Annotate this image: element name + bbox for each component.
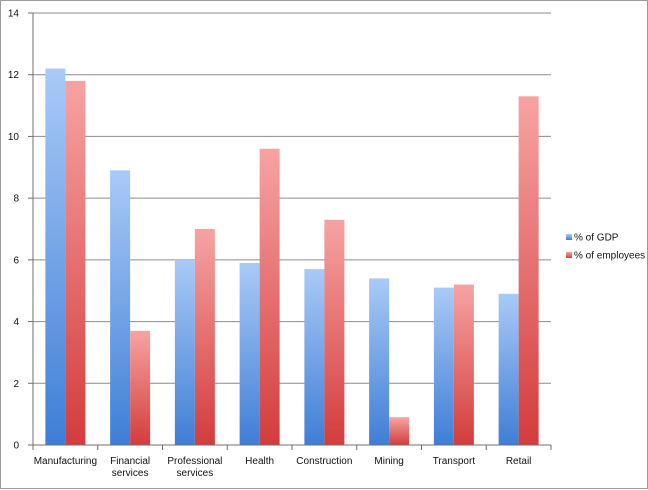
x-category-label: Manufacturing [34,456,97,467]
bar--of-gdp-construction [304,269,325,445]
x-category-label: Financial services [110,456,150,479]
x-category-label: Mining [374,456,403,467]
y-tick-label: 0 [13,441,19,452]
bar--of-gdp-health [239,262,260,445]
x-category-label: Transport [433,456,476,467]
x-category-label: Health [245,456,274,467]
bar--of-employees-professional-services [194,229,215,445]
bar--of-employees-transport [453,284,474,445]
axes [28,12,552,450]
bar--of-employees-financial-services [130,330,151,445]
y-tick-label: 2 [13,379,19,390]
bar--of-employees-manufacturing [65,80,86,445]
bar--of-gdp-professional-services [174,259,195,445]
bar--of-employees-mining [389,417,410,445]
bar--of-gdp-transport [433,287,454,445]
y-tick-label: 4 [13,317,19,328]
x-category-label: Professional services [167,456,222,479]
bar--of-employees-retail [518,96,539,446]
legend-label: % of GDP [574,233,619,244]
legend-swatch [566,252,572,258]
legend: % of GDP % of employees [566,233,645,262]
legend-swatch [566,234,572,240]
x-category-label: Construction [296,456,352,467]
bar--of-employees-health [259,148,280,445]
bar--of-gdp-retail [498,293,519,445]
y-tick-label: 6 [13,255,19,266]
bars [45,68,539,446]
y-axis-tick-labels: 0 2 4 6 8 10 12 14 [8,9,20,452]
bar--of-employees-construction [324,219,345,445]
bar--of-gdp-financial-services [110,170,131,445]
bar--of-gdp-mining [369,278,390,445]
y-tick-label: 14 [8,9,20,20]
y-tick-label: 10 [8,132,20,143]
y-tick-label: 12 [8,70,20,81]
x-category-label: Retail [506,456,532,467]
bar--of-gdp-manufacturing [45,68,66,446]
y-tick-label: 8 [13,194,19,205]
legend-label: % of employees [574,251,645,262]
x-axis-category-labels: Manufacturing Financial services Profession… [34,456,532,479]
